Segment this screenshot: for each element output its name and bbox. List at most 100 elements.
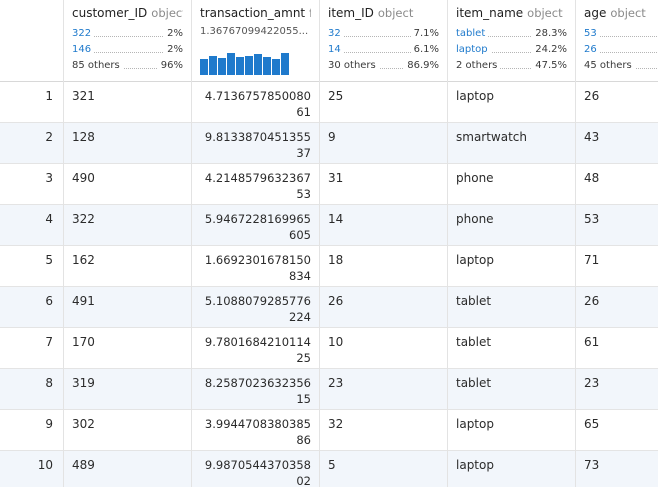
cell-value: 73	[584, 458, 600, 472]
table-cell: 8.258702363235615	[192, 369, 319, 410]
cell-value: laptop	[456, 89, 494, 103]
cell-value: 5	[45, 253, 53, 267]
value-label: 53	[584, 26, 600, 42]
cell-value: 302	[72, 417, 95, 431]
value-count-row[interactable]: 32 7.1%	[328, 26, 439, 42]
histogram-bar	[209, 56, 217, 75]
cell-value: tablet	[456, 335, 492, 349]
value-label: 146	[72, 42, 95, 58]
cell-value: 9	[45, 417, 53, 431]
value-count-row[interactable]: 14 6.1%	[328, 42, 439, 58]
value-count-row[interactable]: 146 2%	[72, 42, 183, 58]
cell-value: phone	[456, 212, 494, 226]
table-cell: 162	[64, 246, 191, 287]
column-header-item-id[interactable]: item_ID object 32 7.1% 14 6.1% 30 others 86.9%	[320, 0, 447, 82]
value-count-row[interactable]: 322 2%	[72, 26, 183, 42]
cell-value: 31	[328, 171, 344, 185]
value-percent: 96%	[157, 58, 183, 74]
table-cell: phone	[448, 164, 575, 205]
table-cell: 61	[576, 328, 658, 369]
dtype-label: object	[527, 6, 563, 20]
table-cell: tablet	[448, 328, 575, 369]
column-title: transaction_amntfl	[200, 6, 311, 20]
table-cell: 26	[576, 82, 658, 123]
histogram-bar	[281, 53, 289, 75]
cell-value: 26	[328, 294, 344, 308]
value-counts: tablet 28.3% laptop 24.2% 2 others 47.5%	[456, 26, 567, 74]
column-title: item_ID object	[328, 6, 414, 20]
table-cell: 10	[320, 328, 447, 369]
table-cell: 9.780168421011425	[192, 328, 319, 369]
row-index: 6	[0, 287, 63, 328]
value-label: 30 others	[328, 58, 379, 74]
cell-value: 3	[45, 171, 53, 185]
column-age: age object 53 26 45 others 26 43 48 53 71 26 61 23…	[576, 0, 658, 487]
cell-value: 8.258702363235615	[204, 376, 311, 406]
column-header-age[interactable]: age object 53 26 45 others	[576, 0, 658, 82]
dtype-label: object	[151, 6, 183, 20]
value-percent: 7.1%	[410, 26, 439, 42]
cell-value: 5	[328, 458, 336, 472]
cell-value: smartwatch	[456, 130, 528, 144]
cell-value: 23	[584, 376, 600, 390]
cell-value: 319	[72, 376, 95, 390]
value-label: 14	[328, 42, 344, 58]
table-cell: 18	[320, 246, 447, 287]
leader-dots	[584, 52, 658, 53]
cell-value: 32	[328, 417, 344, 431]
cell-value: 490	[72, 171, 95, 185]
cell-value: laptop	[456, 253, 494, 267]
cell-value: tablet	[456, 294, 492, 308]
table-cell: 32	[320, 410, 447, 451]
cell-value: 4.713675785008061	[204, 89, 311, 119]
table-cell: 4.214857963236753	[192, 164, 319, 205]
row-index: 2	[0, 123, 63, 164]
cell-value: 1.6692301678150834	[204, 253, 311, 283]
cell-value: 128	[72, 130, 95, 144]
table-cell: 5	[320, 451, 447, 487]
table-cell: tablet	[448, 369, 575, 410]
cell-value: 162	[72, 253, 95, 267]
table-cell: 5.1088079285776224	[192, 287, 319, 328]
column-header-item-name[interactable]: item_name object tablet 28.3% laptop 24.2% 2 …	[448, 0, 575, 82]
table-cell: 23	[576, 369, 658, 410]
row-index: 1	[0, 82, 63, 123]
table-cell: 5.9467228169965605	[192, 205, 319, 246]
table-cell: 43	[576, 123, 658, 164]
table-cell: 26	[320, 287, 447, 328]
value-count-row[interactable]: tablet 28.3%	[456, 26, 567, 42]
dtype-label: object	[377, 6, 414, 20]
cell-value: 170	[72, 335, 95, 349]
row-index: 3	[0, 164, 63, 205]
table-cell: 319	[64, 369, 191, 410]
table-cell: 71	[576, 246, 658, 287]
table-cell: 4.713675785008061	[192, 82, 319, 123]
cell-value: 9.813387045135537	[204, 130, 311, 160]
cell-value: 3.994470838038586	[204, 417, 311, 447]
table-cell: 491	[64, 287, 191, 328]
row-index: 8	[0, 369, 63, 410]
cell-value: 25	[328, 89, 344, 103]
value-count-row[interactable]: 53	[584, 26, 658, 42]
column-header-transaction-amnt[interactable]: transaction_amntfl 1.36767099422055...	[192, 0, 319, 82]
cell-value: 4.214857963236753	[204, 171, 311, 201]
row-index: 10	[0, 451, 63, 487]
value-count-row: 85 others 96%	[72, 58, 183, 74]
column-item-name: item_name object tablet 28.3% laptop 24.2% 2 …	[448, 0, 576, 487]
value-count-row[interactable]: laptop 24.2%	[456, 42, 567, 58]
histogram-bar	[218, 58, 226, 75]
leader-dots	[456, 68, 567, 69]
value-count-row[interactable]: 26	[584, 42, 658, 58]
column-transaction-amnt: transaction_amntfl 1.36767099422055... 4…	[192, 0, 320, 487]
value-percent: 86.9%	[404, 58, 439, 74]
table-cell: laptop	[448, 246, 575, 287]
value-percent: 28.3%	[532, 26, 567, 42]
table-cell: 9.987054437035802	[192, 451, 319, 487]
table-cell: laptop	[448, 82, 575, 123]
table-cell: smartwatch	[448, 123, 575, 164]
table-cell: 25	[320, 82, 447, 123]
